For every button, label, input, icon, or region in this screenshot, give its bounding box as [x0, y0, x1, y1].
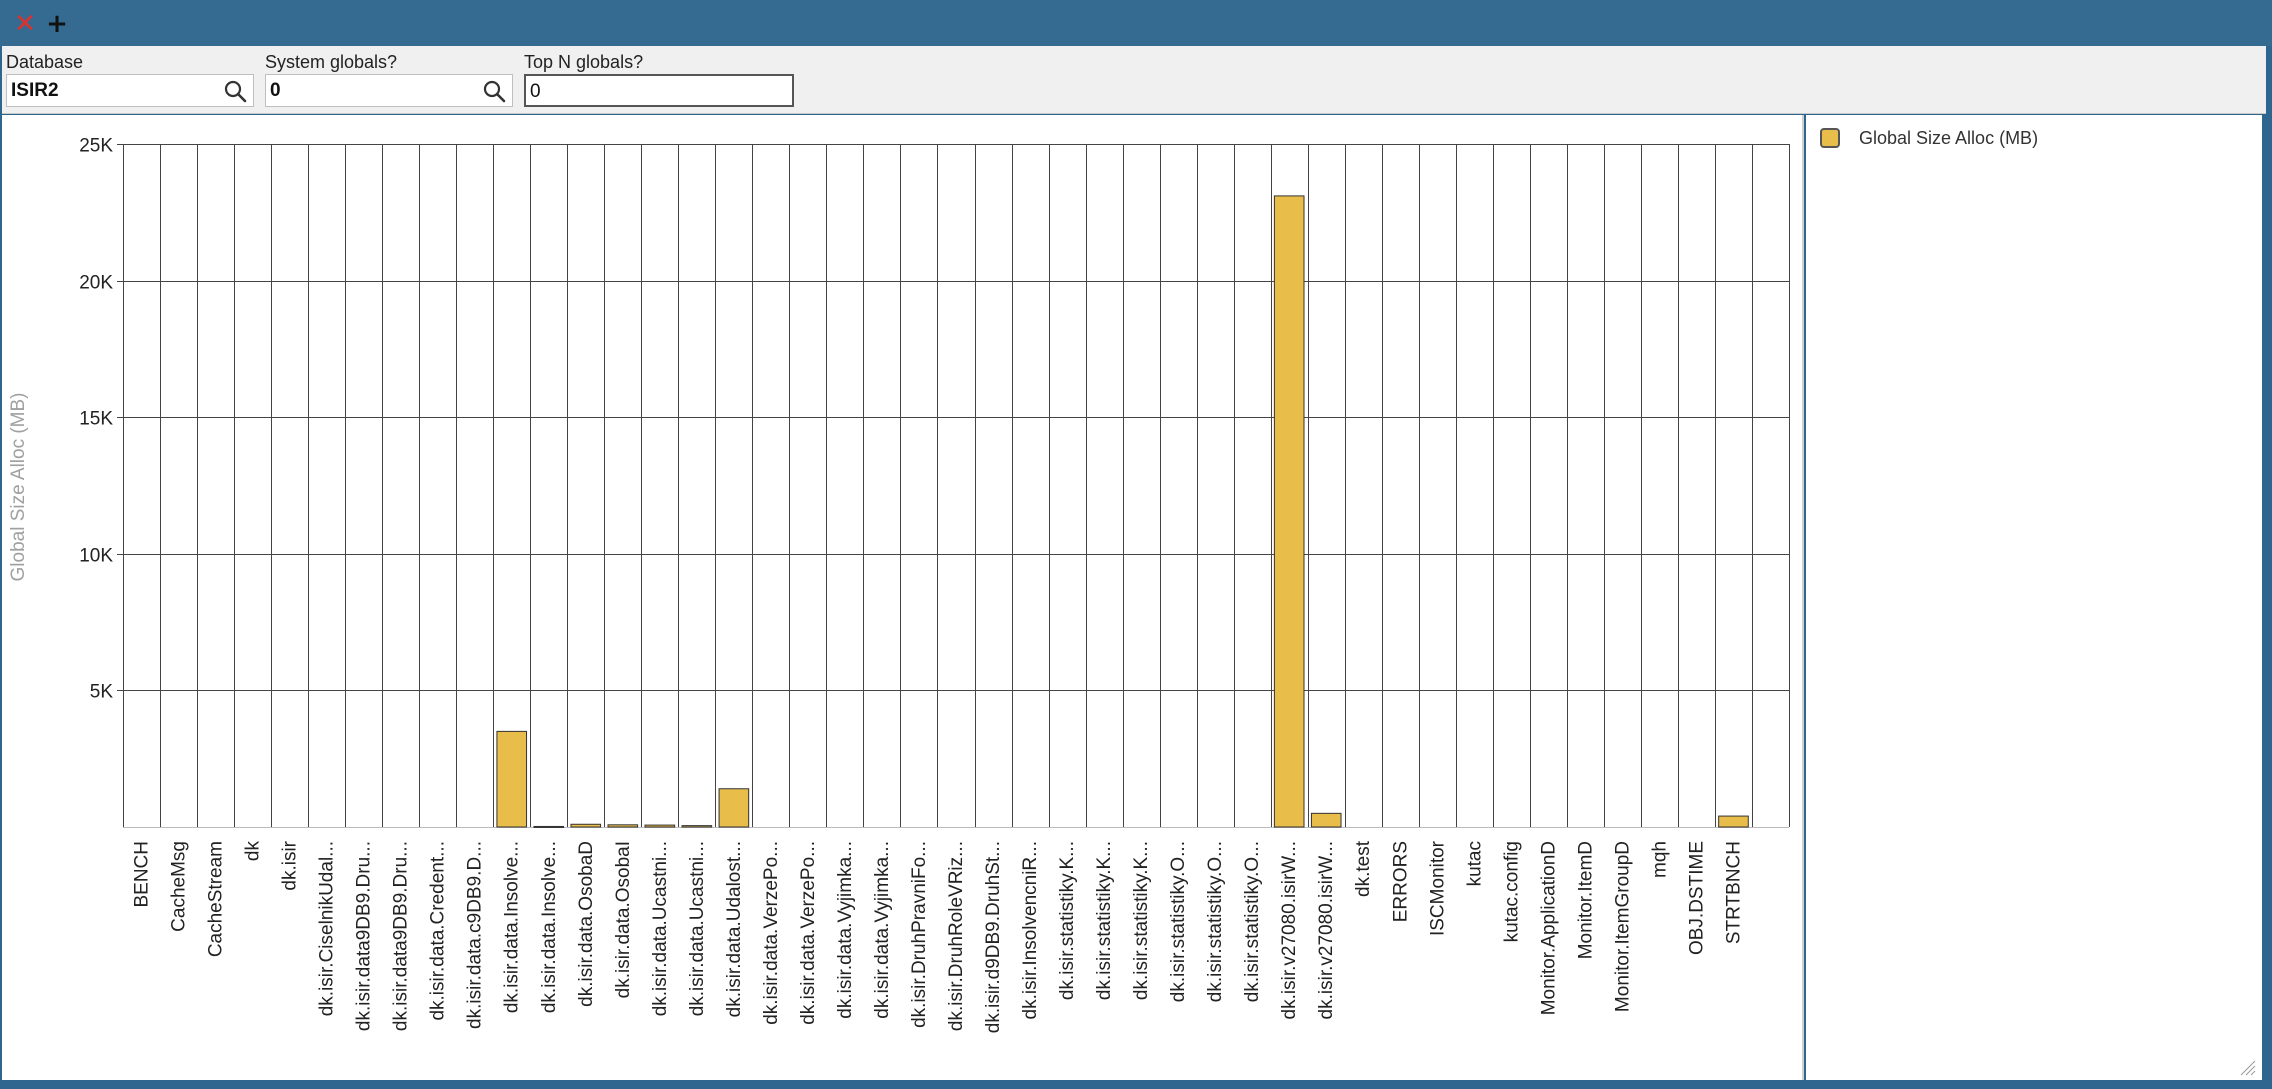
x-tick-label: dk.isir.InsolvencniR...: [1020, 841, 1041, 1019]
x-tick-label: dk.isir.data.VerzePo...: [798, 841, 819, 1025]
system-globals-label: System globals?: [265, 52, 398, 72]
x-tick-label: dk.isir.CiselnikUdal...: [317, 841, 338, 1016]
bar[interactable]: [681, 825, 713, 828]
y-tick-label: 10K: [79, 546, 113, 567]
x-tick-label: dk.isir.data.Credent...: [428, 841, 449, 1021]
x-tick-label: dk.isir.data.Udalost...: [724, 841, 745, 1017]
x-tick-label: kutac: [1464, 841, 1485, 886]
grid-layer: [117, 144, 1790, 828]
x-tick-label: Monitor.ItemD: [1575, 841, 1596, 959]
x-tick-label: dk.isir.data.Ucastni...: [650, 841, 671, 1016]
x-tick-label: dk.isir.data.OsobaI: [613, 841, 634, 998]
x-tick-label: dk.isir.data9DB9.Dru...: [354, 841, 375, 1031]
database-label: Database: [6, 52, 84, 72]
x-tick-label: dk.isir.data.OsobaD: [576, 841, 597, 1007]
x-tick-label: ISCMonitor: [1427, 840, 1448, 936]
x-tick-label: dk.isir.DruhRoleVRiz...: [946, 841, 967, 1031]
bar[interactable]: [570, 823, 602, 828]
bar[interactable]: [533, 825, 565, 828]
bar[interactable]: [607, 824, 639, 828]
x-tick-label: Monitor.ItemGroupD: [1612, 841, 1633, 1012]
x-tick-label: dk.isir.data.Vyjimka...: [835, 841, 856, 1019]
x-tick-label: dk.test: [1353, 840, 1374, 897]
x-tick-label: CacheMsg: [169, 841, 190, 932]
x-tick-label: mqh: [1649, 841, 1670, 878]
x-tick-label: Monitor.ApplicationD: [1538, 841, 1559, 1015]
y-tick-label: 25K: [79, 136, 113, 157]
resize-grip-icon[interactable]: [2238, 1058, 2256, 1076]
bar[interactable]: [644, 824, 676, 828]
x-tick-label: dk.isir.v27080.isirW...: [1279, 841, 1300, 1019]
y-axis-label: Global Size Alloc (MB): [8, 392, 29, 581]
x-tick-label: dk.isir.d9DB9.DruhSt...: [983, 841, 1004, 1033]
x-tick-label: dk.isir.data.Insolve...: [502, 841, 523, 1013]
x-tick-label: dk.isir.DruhPravniFo...: [909, 841, 930, 1028]
x-tick-label: ERRORS: [1390, 841, 1411, 922]
legend-label: Global Size Alloc (MB): [1859, 128, 2039, 148]
bar[interactable]: [1718, 815, 1749, 828]
x-tick-label: dk.isir.statistiky.K...: [1131, 841, 1152, 1000]
system-globals-input[interactable]: [270, 80, 476, 102]
legend-panel: Global Size Alloc (MB): [1806, 115, 2262, 1080]
x-tick-label: dk.isir.statistiky.O...: [1242, 841, 1263, 1002]
x-tick-label: dk.isir: [280, 840, 301, 890]
topn-field[interactable]: [524, 74, 794, 107]
bar[interactable]: [1273, 195, 1305, 828]
filter-toolbar: Database System globals? Top N globals?: [2, 46, 2266, 114]
x-tick-label: dk.isir.data.c9DB9.D...: [465, 841, 486, 1029]
x-tick-label: dk.isir.v27080.isirW...: [1316, 841, 1337, 1019]
bar[interactable]: [1310, 812, 1342, 828]
x-tick-label: dk.isir.data.Insolve...: [539, 841, 560, 1013]
y-tick-label: 5K: [90, 682, 114, 703]
x-tick-layer: BENCH CacheMsg CacheStream dk dk.isir dk.isir…: [132, 840, 1745, 1033]
x-tick-label: dk.isir.data.VerzePo...: [761, 841, 782, 1025]
bar[interactable]: [496, 730, 528, 828]
legend-swatch: [1820, 128, 1840, 148]
x-tick-label: BENCH: [132, 841, 153, 908]
x-tick-label: kutac.config: [1501, 841, 1522, 942]
system-globals-field[interactable]: [265, 74, 513, 107]
bar-chart: 5K 10K 15K 20K 25K BENCH CacheMsg CacheStream d…: [8, 136, 1790, 1033]
topn-label: Top N globals?: [524, 52, 644, 72]
x-tick-label: dk.isir.statistiky.K...: [1057, 841, 1078, 1000]
title-bar: ✕ +: [0, 0, 2272, 46]
chart-panel: 5K 10K 15K 20K 25K BENCH CacheMsg CacheStream d…: [2, 115, 1804, 1080]
x-tick-label: dk.isir.data.Ucastni...: [687, 841, 708, 1016]
bar[interactable]: [718, 788, 750, 828]
topn-input[interactable]: [530, 81, 786, 103]
y-tick-layer: 5K 10K 15K 20K 25K: [79, 136, 113, 703]
x-tick-label: dk.isir.statistiky.O...: [1168, 841, 1189, 1002]
database-field[interactable]: [6, 74, 254, 107]
x-tick-label: dk.isir.statistiky.O...: [1205, 841, 1226, 1002]
x-tick-label: dk.isir.data.Vyjimka...: [872, 841, 893, 1019]
x-tick-label: CacheStream: [206, 841, 227, 957]
close-icon[interactable]: ✕: [14, 9, 36, 39]
bar-layer: [496, 195, 1749, 828]
database-input[interactable]: [11, 80, 217, 102]
x-tick-label: STRTBNCH: [1723, 841, 1744, 944]
x-tick-label: OBJ.DSTIME: [1686, 841, 1707, 955]
x-tick-label: dk.isir.statistiky.K...: [1094, 841, 1115, 1000]
y-tick-label: 20K: [79, 273, 113, 294]
y-tick-label: 15K: [79, 409, 113, 430]
x-tick-label: dk: [243, 841, 264, 862]
search-icon[interactable]: [223, 79, 247, 103]
search-icon[interactable]: [482, 79, 506, 103]
x-tick-label: dk.isir.data9DB9.Dru...: [391, 841, 412, 1031]
add-icon[interactable]: +: [46, 9, 68, 39]
